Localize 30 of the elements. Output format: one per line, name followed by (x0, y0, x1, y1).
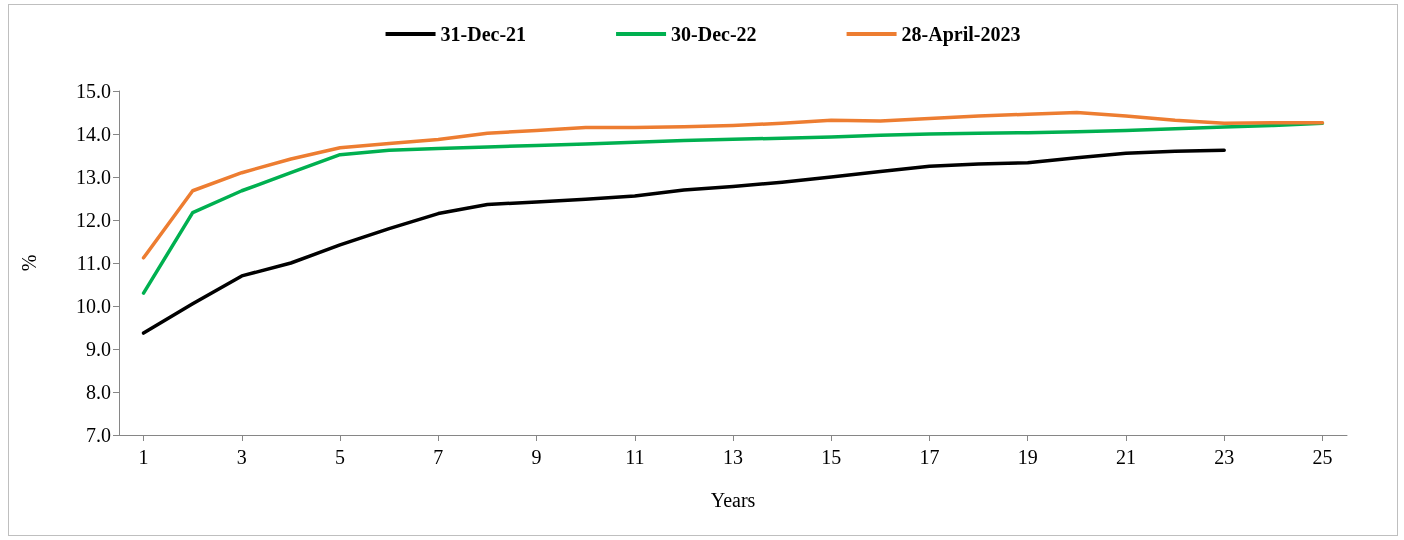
y-tick-label: 13.0 (76, 166, 111, 188)
x-tick-label: 11 (625, 446, 645, 468)
y-axis-title: % (18, 254, 40, 272)
x-tick-label: 3 (236, 446, 247, 468)
x-tick-label: 19 (1017, 446, 1038, 468)
y-tick-label: 14.0 (76, 123, 111, 145)
x-tick-label: 15 (821, 446, 842, 468)
legend-label: 28-April-2023 (901, 23, 1021, 46)
x-tick-label: 17 (919, 446, 940, 468)
y-tick-label: 9.0 (86, 338, 111, 360)
line-series (141, 148, 1226, 335)
x-tick-label: 5 (335, 446, 346, 468)
line-series (141, 121, 1325, 295)
x-tick-label: 25 (1312, 446, 1333, 468)
y-tick-label: 15.0 (76, 80, 111, 102)
legend-label: 31-Dec-21 (440, 23, 527, 45)
y-tick-label: 7.0 (86, 424, 111, 446)
line-series (141, 110, 1325, 260)
x-tick-label: 1 (138, 446, 149, 468)
x-tick-label: 7 (433, 446, 444, 468)
x-tick-label: 21 (1115, 446, 1136, 468)
x-tick-label: 9 (531, 446, 542, 468)
y-tick-label: 10.0 (76, 295, 111, 317)
x-tick-label: 23 (1214, 446, 1235, 468)
x-axis-title: Years (710, 489, 756, 511)
legend-label: 30-Dec-22 (671, 23, 757, 45)
x-tick-label: 13 (723, 446, 743, 468)
y-tick-label: 12.0 (76, 209, 111, 231)
y-tick-label: 8.0 (86, 381, 111, 403)
y-tick-label: 11.0 (76, 252, 111, 274)
